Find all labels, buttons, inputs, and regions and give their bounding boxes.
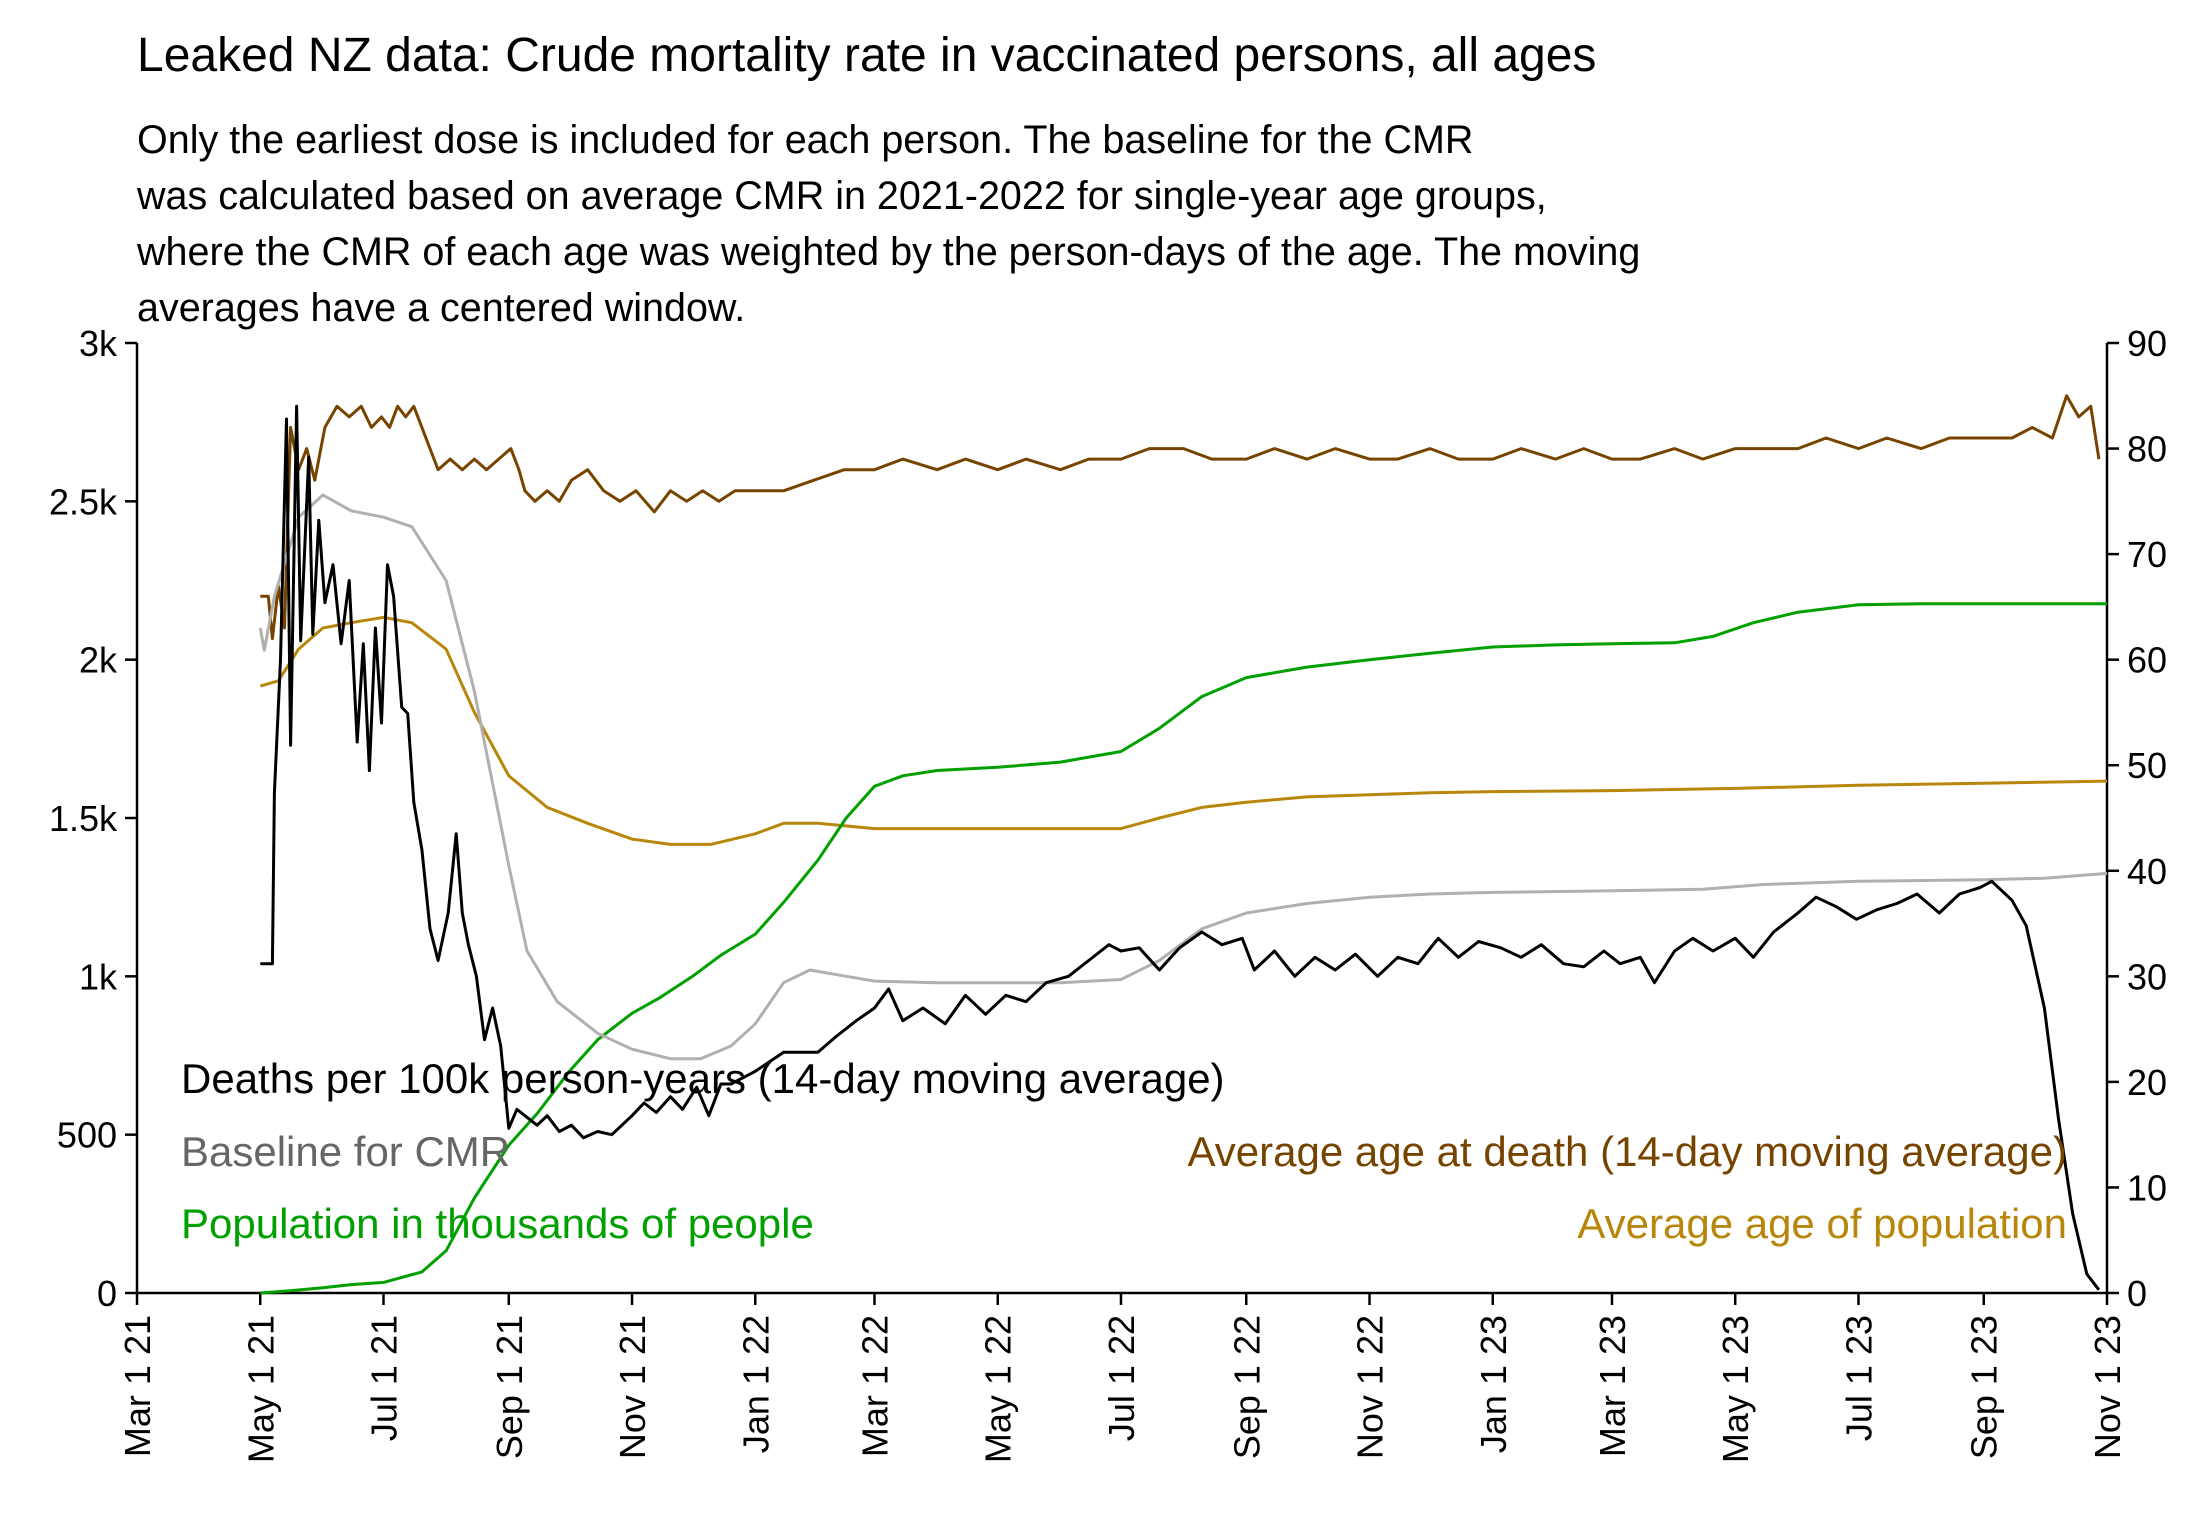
y-left-tick-label: 2k [79, 640, 118, 681]
y-left-tick-label: 3k [79, 323, 118, 364]
y-left-tick-label: 1.5k [49, 798, 118, 839]
x-tick-label: Mar 1 22 [854, 1315, 895, 1457]
y-right-tick-label: 30 [2127, 956, 2167, 997]
legend-label: Deaths per 100k person-years (14-day mov… [181, 1055, 1225, 1102]
x-tick-label: Jul 1 22 [1101, 1315, 1142, 1441]
x-tick-label: Jan 1 22 [735, 1315, 776, 1453]
x-tick-label: Jan 1 23 [1473, 1315, 1514, 1453]
x-tick-label: May 1 23 [1715, 1315, 1756, 1463]
subtitle-line: was calculated based on average CMR in 2… [137, 174, 1547, 218]
x-tick-label: May 1 22 [978, 1315, 1019, 1463]
x-tick-label: Nov 1 21 [612, 1315, 653, 1459]
series-layer [258, 394, 2108, 1295]
x-tick-label: Mar 1 23 [1592, 1315, 1633, 1457]
x-tick-label: Nov 1 23 [2087, 1315, 2128, 1459]
x-tick-label: Jul 1 23 [1838, 1315, 1879, 1441]
series-line-average-age-of-population [259, 615, 2108, 846]
chart-title: Leaked NZ data: Crude mortality rate in … [137, 29, 1597, 82]
x-tick-label: Sep 1 23 [1964, 1315, 2005, 1459]
y-right-tick-label: 0 [2127, 1273, 2147, 1314]
series-line-baseline-for-cmr [258, 493, 2108, 1061]
subtitle-line: averages have a centered window. [137, 286, 746, 330]
y-right-tick-label: 60 [2127, 640, 2167, 681]
y-left-tick-label: 1k [79, 956, 118, 997]
legend-label: Baseline for CMR [181, 1128, 510, 1175]
y-right-tick-label: 80 [2127, 429, 2167, 470]
subtitle-line: Only the earliest dose is included for e… [137, 118, 1474, 162]
y-right-tick-label: 10 [2127, 1167, 2167, 1208]
legend-label: Average age of population [1577, 1200, 2067, 1247]
y-right-tick-label: 40 [2127, 851, 2167, 892]
y-right-tick-label: 20 [2127, 1062, 2167, 1103]
subtitle-line: where the CMR of each age was weighted b… [137, 230, 1641, 274]
x-tick-label: Nov 1 22 [1350, 1315, 1391, 1459]
y-right-tick-label: 90 [2127, 323, 2167, 364]
y-left-tick-label: 2.5k [49, 481, 118, 522]
x-tick-label: Sep 1 22 [1226, 1315, 1267, 1459]
legend-label: Average age at death (14-day moving aver… [1188, 1128, 2067, 1175]
x-tick-label: Sep 1 21 [489, 1315, 530, 1459]
x-tick-label: May 1 21 [240, 1315, 281, 1463]
x-tick-label: Mar 1 21 [117, 1315, 158, 1457]
series-line-population-in-thousands-of-people [260, 602, 2107, 1295]
y-left-tick-label: 500 [57, 1115, 117, 1156]
x-tick-label: Jul 1 21 [364, 1315, 405, 1441]
legend-layer: Deaths per 100k person-years (14-day mov… [181, 1055, 2067, 1247]
y-right-tick-label: 70 [2127, 534, 2167, 575]
chart-subtitle: Only the earliest dose is included for e… [137, 112, 2097, 336]
y-right-tick-label: 50 [2127, 745, 2167, 786]
legend-label: Population in thousands of people [181, 1200, 814, 1247]
series-line-deaths-per-100k-person-years-14-day-moving-average [260, 404, 2101, 1291]
axes: 0 500 1k 1.5k 2k 2.5k 3k 0 10 20 30 40 50 60 70 80 90 Mar… [49, 323, 2167, 1463]
series-line-average-age-at-death-14-day-moving-average [260, 394, 2101, 641]
y-left-tick-label: 0 [97, 1273, 117, 1314]
